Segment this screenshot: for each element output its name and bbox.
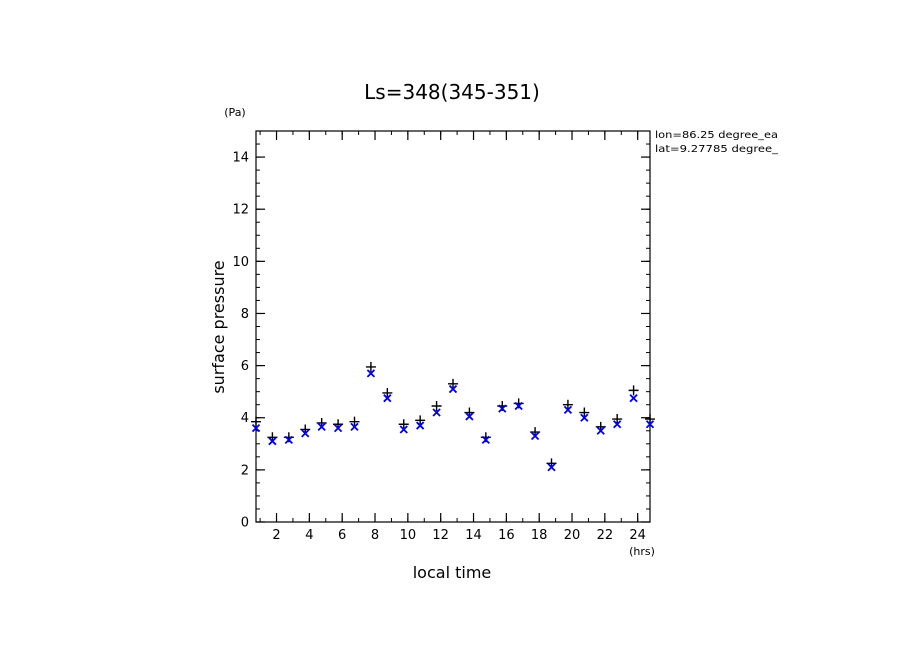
cross-marker-point xyxy=(251,424,261,433)
cross-marker-point xyxy=(596,426,605,435)
x-tick-label: 20 xyxy=(564,528,581,543)
cross-marker-point xyxy=(350,422,359,431)
x-tick-label: 24 xyxy=(629,528,646,543)
cross-marker-point xyxy=(580,413,589,422)
x-tick-label: 18 xyxy=(531,528,548,543)
x-tick-label: 22 xyxy=(597,528,614,543)
chart-title: Ls=348(345-351) xyxy=(364,80,540,104)
plus-marker-point xyxy=(562,399,573,410)
cross-marker-point xyxy=(366,369,376,378)
plus-marker-point xyxy=(612,414,623,425)
y-unit-label: (Pa) xyxy=(224,106,245,119)
cross-marker-point xyxy=(547,463,556,472)
cross-marker-point xyxy=(432,408,441,417)
cross-marker-point xyxy=(399,425,408,434)
cross-marker-point xyxy=(333,424,343,433)
cross-marker-point xyxy=(563,405,573,415)
x-axis-label: local time xyxy=(413,563,492,582)
y-tick-label: 0 xyxy=(241,516,249,531)
y-tick-label: 6 xyxy=(241,359,249,374)
x-tick-label: 6 xyxy=(338,528,346,543)
x-tick-label: 12 xyxy=(432,528,449,543)
plus-marker-point xyxy=(349,416,360,427)
annotation-lon: lon=86.25 degree_ea xyxy=(655,130,778,141)
cross-marker-point xyxy=(498,404,507,413)
y-axis-label: surface pressure xyxy=(209,260,228,393)
cross-marker-point xyxy=(481,435,490,445)
y-tick-label: 14 xyxy=(232,151,249,166)
plus-marker-point xyxy=(398,419,409,430)
plus-marker-point xyxy=(382,387,393,398)
plus-marker-point xyxy=(579,407,590,418)
x-tick-label: 10 xyxy=(400,528,417,543)
x-tick-label: 8 xyxy=(371,528,379,543)
cross-marker-point xyxy=(383,394,392,403)
plus-marker-point xyxy=(431,401,442,412)
x-tick-label: 2 xyxy=(272,528,280,543)
cross-marker-point xyxy=(416,421,425,430)
cross-marker-point xyxy=(465,412,474,421)
plus-marker-point xyxy=(365,361,376,372)
cross-marker-point xyxy=(301,429,310,438)
cross-marker-point xyxy=(284,435,293,445)
cross-marker-point xyxy=(645,420,655,429)
cross-marker-point xyxy=(530,431,540,441)
plot-frame xyxy=(255,130,651,523)
annotation-lat: lat=9.27785 degree_ xyxy=(655,144,779,155)
y-tick-label: 12 xyxy=(232,203,249,218)
cross-marker-point xyxy=(448,384,458,394)
plus-marker-point xyxy=(645,414,655,425)
x-tick-label: 4 xyxy=(305,528,313,543)
plus-marker-point xyxy=(628,385,639,396)
y-tick-label: 8 xyxy=(241,307,249,322)
y-tick-label: 10 xyxy=(232,255,249,270)
cross-marker-point xyxy=(613,420,622,429)
x-unit-label: (hrs) xyxy=(629,545,655,558)
cross-marker-point xyxy=(514,401,523,411)
x-tick-label: 16 xyxy=(498,528,515,543)
cross-marker-point xyxy=(629,394,638,403)
plus-marker-point xyxy=(251,416,261,427)
x-tick-label: 14 xyxy=(465,528,482,543)
plus-marker-point xyxy=(415,415,426,426)
cross-marker-point xyxy=(317,422,326,431)
y-tick-label: 2 xyxy=(241,463,249,478)
y-tick-label: 4 xyxy=(241,411,249,426)
plus-marker-point xyxy=(448,378,458,389)
cross-marker-point xyxy=(268,437,277,446)
